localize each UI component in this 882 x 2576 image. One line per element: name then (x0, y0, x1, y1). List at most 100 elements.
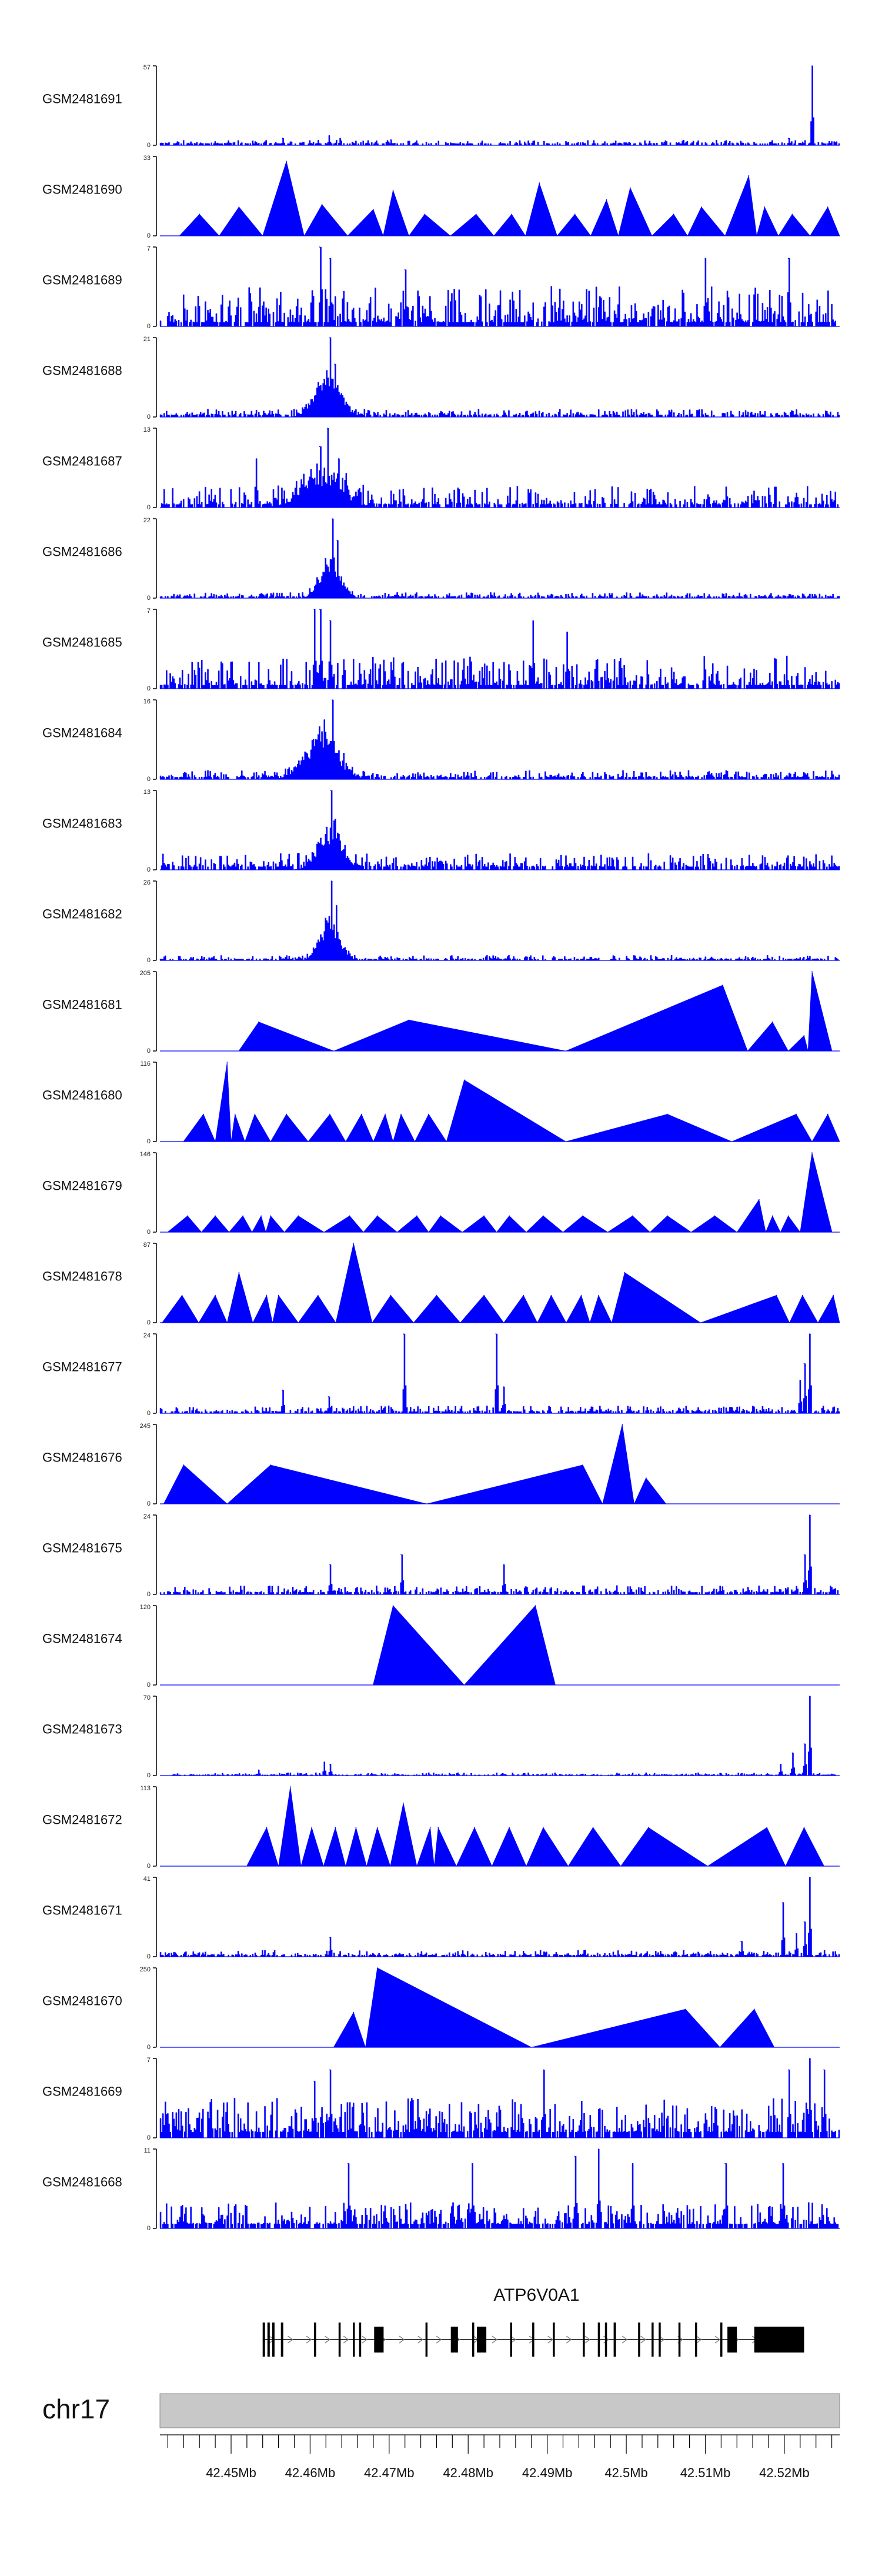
exon-block (314, 2323, 316, 2357)
peak-marker (811, 971, 813, 972)
track-label: GSM2481680 (42, 1087, 122, 1102)
y-max-label: 7 (147, 245, 151, 252)
exon-block (272, 2323, 275, 2357)
x-tick-label: 42.51Mb (680, 2465, 731, 2480)
y-min-label: 0 (147, 1953, 151, 1960)
signal-area (167, 1152, 833, 1233)
peak-marker (592, 1827, 594, 1828)
signal-area (183, 1062, 840, 1142)
y-min-label: 0 (147, 504, 151, 511)
peak-marker (791, 213, 793, 215)
peak-marker (282, 138, 283, 139)
peak-marker (463, 1079, 465, 1081)
peak-marker (787, 2069, 789, 2071)
peak-marker (685, 2008, 686, 2010)
track-gsm2481684: GSM2481684 16 0 (42, 698, 840, 783)
y-max-label: 22 (143, 517, 151, 524)
peak-marker (811, 1152, 813, 1153)
strand-arrow (306, 2335, 312, 2344)
y-max-label: 57 (143, 64, 151, 71)
track-gsm2481690: GSM2481690 33 0 (42, 155, 840, 239)
peak-marker (329, 1763, 330, 1765)
peak-marker (327, 428, 328, 429)
signal-area (160, 790, 840, 870)
peak-marker (254, 1113, 256, 1115)
x-tick-label: 42.45Mb (206, 2465, 256, 2480)
track-gsm2481673: GSM2481673 70 0 (42, 1694, 840, 1779)
peak-marker (809, 1333, 810, 1334)
signal-area (159, 699, 840, 780)
y-max-label: 24 (143, 1332, 151, 1339)
y-min-label: 0 (147, 413, 151, 421)
y-max-label: 70 (143, 1694, 151, 1701)
peak-marker (278, 1294, 279, 1296)
peak-marker (355, 1827, 357, 1828)
peak-marker (338, 458, 339, 459)
peak-marker (336, 540, 338, 541)
x-tick-label: 42.49Mb (522, 2465, 573, 2480)
y-max-label: 33 (143, 155, 151, 162)
y-min-label: 0 (147, 232, 151, 239)
peak-marker (771, 1215, 773, 1217)
peak-marker (740, 1940, 741, 1942)
track-label: GSM2481669 (42, 2084, 122, 2098)
peak-marker (582, 1215, 583, 1217)
chromosome-ideogram (159, 2393, 840, 2428)
exon-block (477, 2327, 487, 2353)
y-max-label: 16 (143, 698, 151, 705)
y-min-label: 0 (147, 1138, 151, 1145)
peak-marker (334, 363, 335, 365)
strand-arrow (325, 2335, 330, 2344)
y-min-label: 0 (147, 957, 151, 964)
track-gsm2481683: GSM2481683 13 0 (42, 789, 840, 873)
peak-marker (330, 880, 332, 882)
peak-marker (392, 1605, 394, 1606)
peak-marker (326, 920, 328, 922)
y-min-label: 0 (147, 1863, 151, 1870)
peak-marker (598, 1294, 599, 1296)
y-min-label: 0 (147, 1681, 151, 1689)
exon-block (262, 2323, 265, 2357)
peak-marker (270, 1215, 272, 1217)
peak-marker (321, 204, 323, 205)
y-max-label: 7 (147, 608, 151, 615)
peak-marker (282, 1389, 283, 1391)
strand-arrow (417, 2335, 423, 2344)
y-min-label: 0 (147, 776, 151, 783)
peak-marker (203, 1113, 204, 1115)
track-gsm2481674: GSM2481674 120 0 (42, 1604, 840, 1689)
signal-area (159, 65, 840, 146)
peak-marker (319, 246, 320, 248)
peak-marker (437, 1827, 439, 1828)
peak-marker (348, 2163, 349, 2164)
track-label: GSM2481691 (42, 91, 122, 106)
strand-arrow (714, 2335, 721, 2344)
peak-marker (645, 1477, 647, 1479)
y-max-label: 87 (143, 1242, 151, 1249)
peak-marker (349, 1215, 350, 1217)
x-tick-label: 42.48Mb (443, 2465, 493, 2480)
peak-marker (622, 1424, 623, 1425)
track-label: GSM2481690 (42, 182, 122, 196)
x-tick-label: 42.5Mb (604, 2465, 647, 2480)
exon-block (678, 2323, 681, 2357)
peak-marker (376, 1827, 378, 1828)
track-label: GSM2481688 (42, 363, 122, 378)
y-min-label: 0 (147, 685, 151, 692)
peak-marker (532, 620, 534, 622)
peak-marker (440, 1215, 441, 1217)
peak-marker (323, 1761, 325, 1763)
peak-marker (258, 1021, 259, 1023)
track-gsm2481680: GSM2481680 116 0 (42, 1060, 840, 1145)
track-gsm2481687: GSM2481687 13 0 (42, 426, 840, 511)
y-max-label: 24 (143, 1513, 151, 1520)
track-label: GSM2481684 (42, 725, 122, 740)
signal-area (159, 1514, 840, 1595)
strand-arrow (399, 2335, 405, 2344)
y-min-label: 0 (147, 2225, 151, 2232)
exon-block (604, 2323, 607, 2357)
peak-marker (803, 1554, 805, 1556)
peak-marker (759, 1199, 760, 1200)
peak-marker (803, 1827, 805, 1828)
peak-marker (329, 258, 330, 259)
